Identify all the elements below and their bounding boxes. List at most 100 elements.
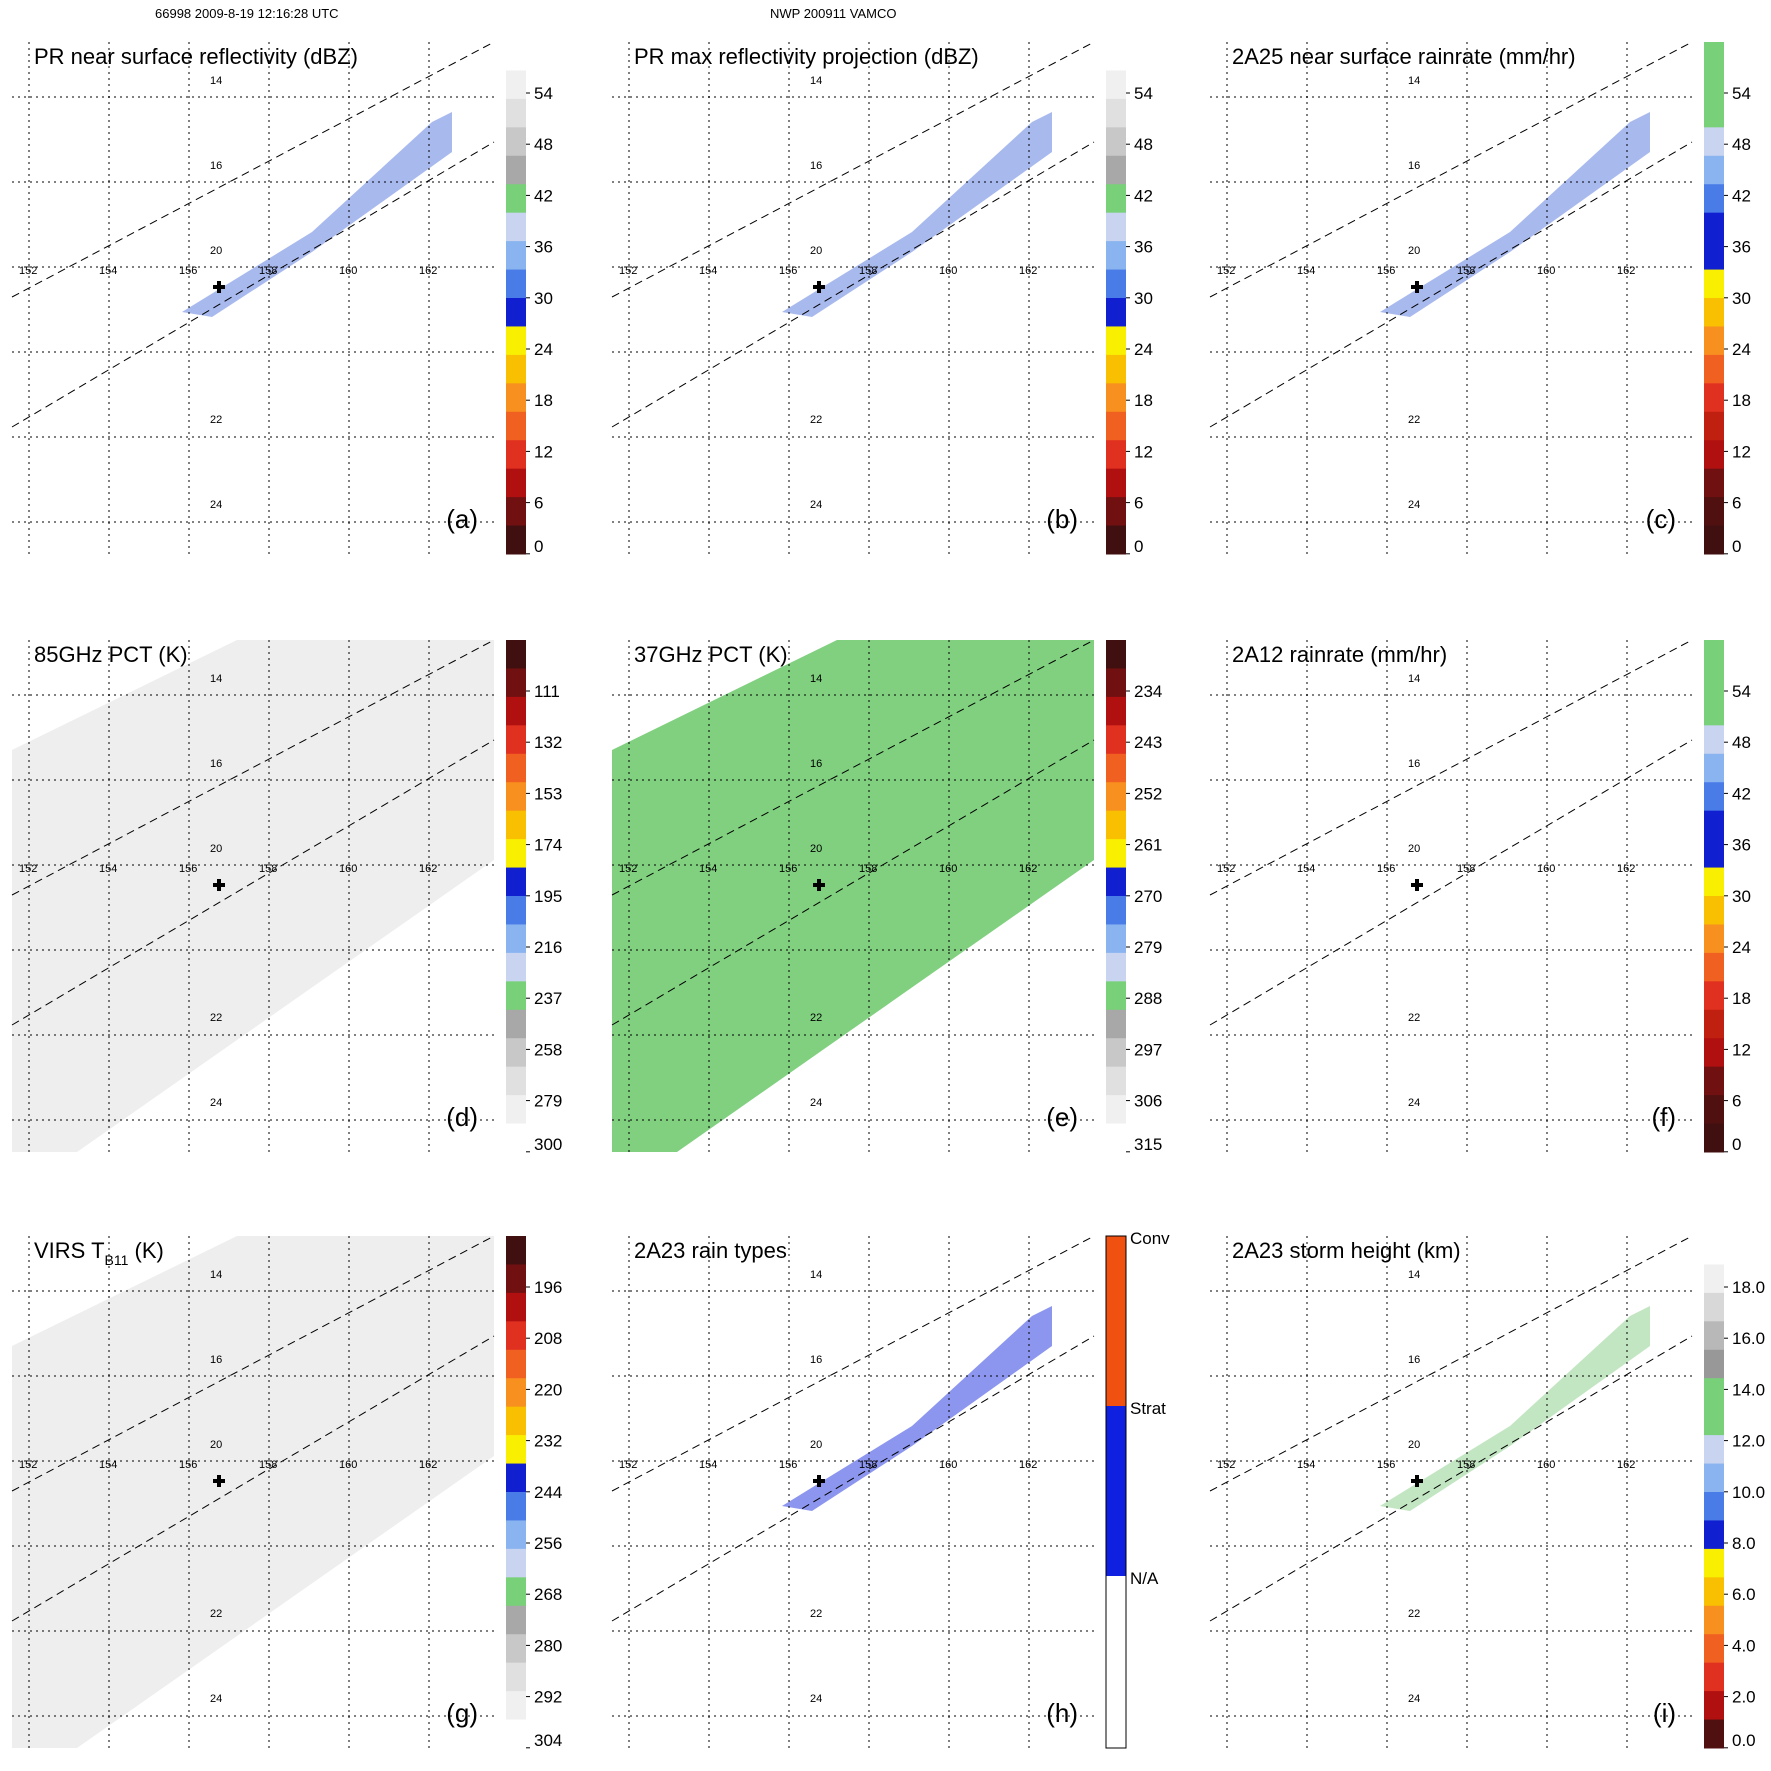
- lat-label-22: 22: [210, 1608, 222, 1620]
- lat-label-24: 24: [210, 1097, 222, 1109]
- colorbar-step-8: [1106, 269, 1126, 299]
- panel-i: 152 154 156 158 160 162 24 22 20 16 14 2A23 storm h…: [1209, 1235, 1770, 1750]
- colorbar-step-13: [1704, 411, 1724, 441]
- colorbar-value-0: 18.0: [1732, 1278, 1765, 1297]
- lat-label-20: 20: [210, 843, 222, 855]
- colorbar-step-5: [1704, 782, 1724, 812]
- colorbar-step-12: [1106, 981, 1126, 1011]
- category-1: [1106, 1406, 1126, 1576]
- panel-d-title: 85GHz PCT (K): [34, 642, 188, 667]
- colorbar-step-15: [506, 1066, 526, 1096]
- colorbar-step-6: [1704, 1406, 1724, 1436]
- storm-center-icon: [1411, 281, 1423, 293]
- colorbar-value-4: 30: [1732, 289, 1751, 308]
- lon-label-156: 156: [179, 863, 197, 875]
- colorbar-value-7: 12: [1732, 442, 1751, 461]
- colorbar-value-0: 54: [1732, 682, 1751, 701]
- colorbar-value-0: 54: [1134, 84, 1153, 103]
- colorbar-value-7: 12: [1134, 442, 1153, 461]
- storm-center-icon: [213, 281, 225, 293]
- storm-center-icon: [213, 1475, 225, 1487]
- lat-label-20: 20: [810, 843, 822, 855]
- lat-label-16: 16: [210, 160, 222, 172]
- lon-label-152: 152: [619, 265, 637, 277]
- lat-label-20: 20: [810, 245, 822, 257]
- lat-label-24: 24: [810, 1097, 822, 1109]
- swath-edge-south: [1209, 739, 1693, 1026]
- panel-h-label: (h): [1046, 1698, 1078, 1728]
- colorbar-value-5: 216: [534, 938, 562, 957]
- panel-g-colorbar: 196 208 220 232 244 256 268 280 292 304: [506, 1236, 562, 1750]
- panel-h-map: 152 154 156 158 160 162 24 22 20 16 14 2A23 rain ty…: [611, 1229, 1170, 1749]
- colorbar-value-5: 256: [534, 1534, 562, 1553]
- lat-label-16: 16: [210, 1354, 222, 1366]
- storm-center-icon: [813, 1475, 825, 1487]
- colorbar-value-7: 297: [1134, 1040, 1162, 1059]
- colorbar-value-0: 54: [534, 84, 553, 103]
- colorbar-value-4: 30: [1732, 887, 1751, 906]
- colorbar-value-2: 42: [1732, 186, 1751, 205]
- colorbar-value-7: 4.0: [1732, 1636, 1756, 1655]
- lat-label-20: 20: [1408, 245, 1420, 257]
- lon-label-162: 162: [419, 863, 437, 875]
- lon-label-152: 152: [19, 1459, 37, 1471]
- colorbar-step-7: [1704, 241, 1724, 271]
- colorbar-value-9: 304: [534, 1731, 562, 1750]
- colorbar-value-7: 12: [534, 442, 553, 461]
- category-label-0: Conv: [1130, 1229, 1170, 1248]
- colorbar-step-9: [1704, 1492, 1724, 1521]
- colorbar-step-5: [1106, 782, 1126, 812]
- orbit-time-header: 66998 2009-8-19 12:16:28 UTC: [155, 6, 339, 21]
- colorbar-step-17: [1106, 1123, 1126, 1153]
- lat-label-14: 14: [810, 75, 822, 87]
- lon-label-152: 152: [619, 1459, 637, 1471]
- panel-c-label: (c): [1646, 504, 1676, 534]
- panel-b-map: 152 154 156 158 160 162 24 22 20 16 14 PR max refle…: [611, 41, 1153, 556]
- lon-label-156: 156: [1377, 863, 1395, 875]
- colorbar-step-11: [506, 1548, 526, 1578]
- colorbar-step-13: [1704, 1605, 1724, 1635]
- colorbar-value-5: 279: [1134, 938, 1162, 957]
- colorbar-value-9: 300: [534, 1135, 562, 1154]
- colorbar-step-2: [1704, 98, 1724, 128]
- colorbar-value-1: 48: [1134, 135, 1153, 154]
- category-label-2: N/A: [1130, 1569, 1159, 1588]
- colorbar-step-8: [506, 867, 526, 897]
- lat-label-16: 16: [1408, 758, 1420, 770]
- lat-label-20: 20: [210, 1439, 222, 1451]
- colorbar-step-14: [1106, 440, 1126, 470]
- colorbar-step-2: [506, 1292, 526, 1322]
- colorbar-step-4: [1106, 753, 1126, 783]
- colorbar-value-8: 292: [534, 1688, 562, 1707]
- lon-label-156: 156: [779, 1459, 797, 1471]
- lat-label-16: 16: [810, 1354, 822, 1366]
- panel-d: 152 154 156 158 160 162 24 22 20 16 14 85GHz PCT (K…: [11, 639, 572, 1154]
- panel-i-map: 152 154 156 158 160 162 24 22 20 16 14 2A23 storm h…: [1209, 1235, 1765, 1750]
- panel-b-colorbar: 54 48 42 36 30 24 18 12 6 0: [1106, 42, 1153, 556]
- lon-label-158: 158: [259, 265, 277, 277]
- colorbar-step-17: [506, 1719, 526, 1749]
- colorbar-step-7: [1704, 1435, 1724, 1465]
- lon-label-158: 158: [259, 863, 277, 875]
- colorbar-value-2: 42: [1134, 186, 1153, 205]
- colorbar-value-1: 208: [534, 1329, 562, 1348]
- lon-label-158: 158: [859, 863, 877, 875]
- swath-edge-south: [1209, 1335, 1693, 1622]
- colorbar-step-11: [1106, 952, 1126, 982]
- colorbar-step-5: [506, 184, 526, 214]
- colorbar-step-4: [1704, 1349, 1724, 1379]
- lat-label-22: 22: [1408, 1012, 1420, 1024]
- colorbar-step-2: [506, 98, 526, 128]
- colorbar-value-4: 30: [1134, 289, 1153, 308]
- colorbar-value-7: 12: [1732, 1040, 1751, 1059]
- colorbar-step-7: [506, 839, 526, 869]
- colorbar-step-15: [1704, 1662, 1724, 1692]
- panel-g-map: 152 154 156 158 160 162 24 22 20 16 14 VIRS TB11 (K…: [11, 1235, 562, 1750]
- colorbar-step-15: [506, 468, 526, 498]
- colorbar-value-6: 288: [1134, 989, 1162, 1008]
- colorbar-step-17: [506, 525, 526, 555]
- colorbar-step-11: [1704, 1548, 1724, 1578]
- colorbar-step-1: [1704, 1264, 1724, 1294]
- colorbar-step-0: [1106, 640, 1126, 669]
- lat-label-24: 24: [810, 1693, 822, 1705]
